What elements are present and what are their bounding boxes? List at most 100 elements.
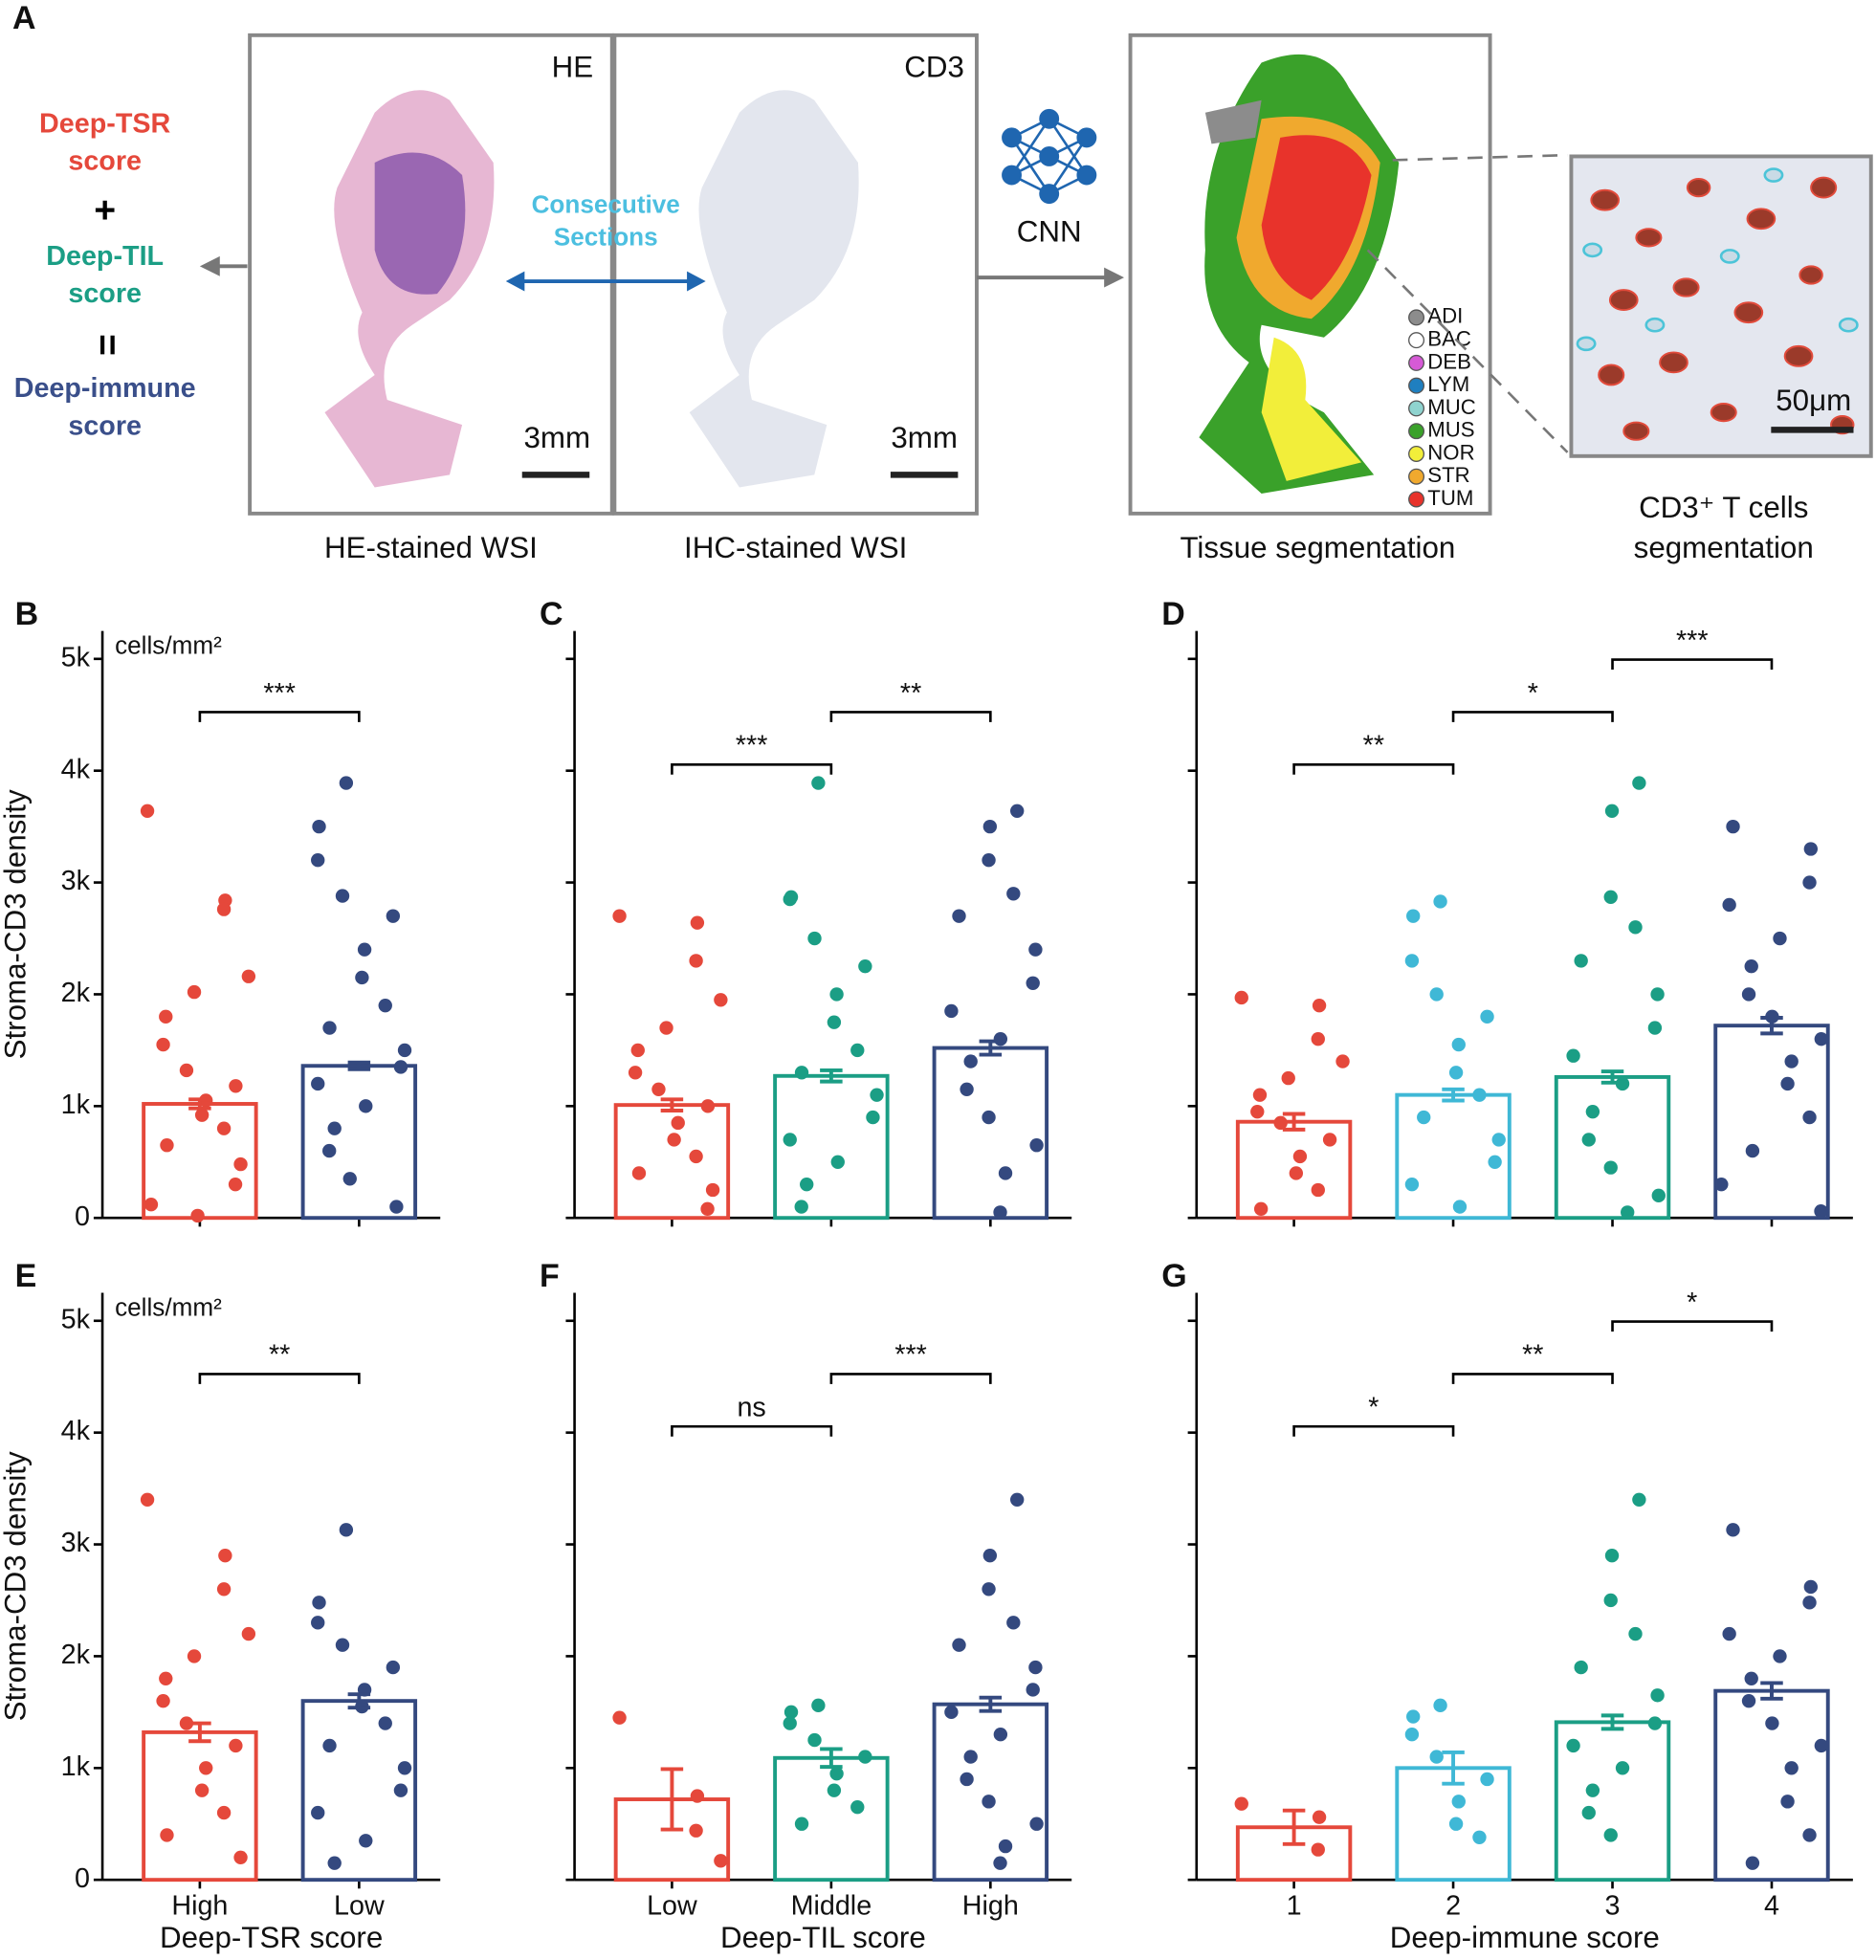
data-point	[612, 909, 627, 923]
data-point	[690, 915, 705, 930]
data-point	[1250, 1104, 1265, 1119]
error-bar	[660, 1097, 684, 1112]
data-point	[1650, 987, 1665, 1002]
data-point	[160, 1828, 174, 1842]
data-point	[156, 1037, 170, 1052]
data-point	[1448, 1066, 1464, 1080]
significance-label: ***	[1676, 626, 1709, 656]
data-point	[386, 909, 401, 923]
data-point	[1604, 1549, 1620, 1563]
error-bar	[1760, 1681, 1783, 1701]
data-point	[335, 1638, 350, 1652]
data-point	[982, 1582, 996, 1597]
error-bar	[1600, 1713, 1624, 1731]
data-point	[1647, 1716, 1663, 1730]
data-point	[1311, 1032, 1325, 1046]
data-point	[794, 1066, 809, 1080]
error-bar	[660, 1767, 684, 1832]
score-formula: Deep-TSR score + Deep-TIL score = Deep-immune s…	[14, 108, 196, 441]
significance-label: **	[269, 1340, 290, 1371]
data-point	[800, 1177, 814, 1192]
data-point	[229, 1079, 243, 1093]
error-bar	[1760, 1016, 1783, 1036]
bar	[1554, 1074, 1671, 1221]
score-text: score	[68, 278, 142, 309]
error-bar	[1600, 1069, 1624, 1085]
tissue	[689, 90, 859, 488]
panel-letter: G	[1161, 1258, 1186, 1294]
data-point	[1621, 1205, 1635, 1220]
error-bar	[820, 1068, 843, 1084]
error-bar	[188, 1097, 211, 1111]
bar	[932, 1702, 1049, 1883]
data-point	[216, 1805, 232, 1820]
data-point	[982, 1795, 996, 1809]
y-axis-label: Stroma-CD3 density	[0, 1451, 33, 1721]
data-point	[1451, 1037, 1466, 1052]
y-tick-label: 0	[75, 1863, 90, 1894]
legend-swatch	[1408, 332, 1425, 349]
data-point	[1028, 1660, 1043, 1675]
data-point	[630, 1043, 645, 1058]
data-point	[1281, 1070, 1295, 1086]
data-point	[1603, 1160, 1618, 1175]
data-point	[1029, 1817, 1044, 1831]
panel-letter: E	[15, 1258, 37, 1294]
data-point	[952, 909, 966, 923]
data-point	[140, 1492, 155, 1507]
y-tick-label: 2k	[61, 978, 91, 1008]
legend-swatch	[1408, 491, 1425, 508]
error-bar	[1442, 1087, 1465, 1103]
data-point	[1615, 1761, 1630, 1775]
data-point	[1312, 998, 1327, 1013]
data-point	[241, 1626, 256, 1641]
arrow-head	[1104, 267, 1125, 288]
data-point	[311, 853, 325, 868]
data-point	[1714, 1177, 1729, 1192]
data-point	[190, 1208, 205, 1223]
data-point	[850, 1043, 865, 1058]
data-point	[705, 1182, 720, 1198]
data-point	[1745, 1143, 1760, 1158]
significance-bracket	[1611, 1320, 1774, 1332]
data-point	[811, 1698, 826, 1713]
data-point	[199, 1761, 213, 1775]
score-text: +	[94, 190, 116, 231]
data-point	[858, 1750, 872, 1764]
data-point	[1784, 1054, 1799, 1068]
data-point	[359, 1099, 373, 1113]
data-point	[187, 984, 202, 1000]
panel-letter: C	[540, 596, 563, 632]
data-point	[1773, 1649, 1787, 1663]
arrow-head	[199, 255, 220, 276]
y-tick-label: 2k	[61, 1640, 91, 1670]
data-point	[187, 1649, 202, 1663]
data-point	[1311, 1182, 1325, 1198]
caption: CD3⁺ T cells	[1639, 491, 1808, 524]
y-tick-label: 1k	[61, 1090, 91, 1120]
data-point	[1311, 1842, 1325, 1857]
scale-label: 3mm	[891, 421, 958, 454]
data-point	[1480, 1772, 1494, 1787]
data-point	[1566, 1048, 1580, 1063]
data-point	[1604, 804, 1620, 818]
x-axis-label: Deep-immune score	[1390, 1921, 1660, 1954]
data-point	[233, 1850, 248, 1864]
data-point	[216, 1121, 232, 1135]
data-point	[700, 1201, 715, 1217]
panel-letter: B	[15, 596, 39, 632]
data-point	[159, 1671, 173, 1685]
data-point	[140, 804, 155, 818]
data-point	[1006, 1616, 1021, 1630]
data-point	[233, 1156, 248, 1172]
data-point	[783, 892, 797, 907]
data-point	[327, 1121, 342, 1135]
data-point	[393, 1783, 408, 1797]
data-point	[1650, 1688, 1665, 1703]
adipose-region	[1204, 99, 1262, 144]
data-point	[156, 1693, 170, 1708]
data-point	[1566, 1738, 1580, 1753]
data-point	[651, 1082, 666, 1096]
data-point	[397, 1761, 412, 1775]
